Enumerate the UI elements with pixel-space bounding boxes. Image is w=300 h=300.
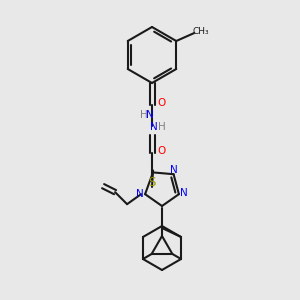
Text: S: S — [148, 176, 156, 190]
Text: N: N — [150, 122, 158, 132]
Text: N: N — [146, 110, 154, 120]
Text: CH₃: CH₃ — [193, 28, 210, 37]
Text: H: H — [158, 122, 166, 132]
Text: O: O — [158, 146, 166, 156]
Text: H: H — [140, 110, 148, 120]
Text: N: N — [170, 165, 177, 175]
Text: N: N — [180, 188, 188, 198]
Text: N: N — [136, 189, 144, 199]
Text: O: O — [158, 98, 166, 108]
